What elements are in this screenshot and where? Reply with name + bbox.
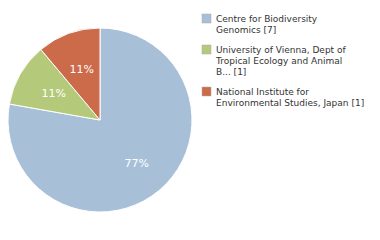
- data-label: 77%: [124, 157, 148, 170]
- legend-line: Centre for Biodiversity: [216, 14, 318, 24]
- legend-line: National Institute for: [216, 87, 309, 97]
- legend-line: University of Vienna, Dept of: [216, 45, 347, 55]
- legend-line: B... [1]: [216, 67, 246, 77]
- legend-line: Genomics [7]: [216, 25, 276, 35]
- legend-line: Environmental Studies, Japan [1]: [216, 98, 364, 108]
- data-label: 11%: [42, 87, 66, 100]
- data-label: 11%: [70, 63, 94, 76]
- data-labels: 77% 11% 11%: [42, 63, 149, 170]
- pie-slice: [41, 28, 100, 120]
- legend-swatch: [202, 87, 211, 96]
- legend: Centre for BiodiversityGenomics [7] Unive…: [202, 14, 364, 108]
- legend-swatch: [202, 14, 211, 23]
- legend-entry: University of Vienna, Dept ofTropical Ec…: [215, 45, 347, 77]
- chart: 77% 11% 11% Centre for BiodiversityGenomics…: [0, 0, 380, 240]
- chart-container: 77% 11% 11% Centre for BiodiversityGenomics…: [0, 0, 380, 240]
- legend-line: Tropical Ecology and Animal: [215, 56, 342, 66]
- legend-entry: National Institute forEnvironmental Stud…: [216, 87, 364, 108]
- legend-swatch: [202, 45, 211, 54]
- pie-slice: [8, 28, 192, 212]
- slices: [8, 28, 192, 212]
- legend-entry: Centre for BiodiversityGenomics [7]: [216, 14, 318, 35]
